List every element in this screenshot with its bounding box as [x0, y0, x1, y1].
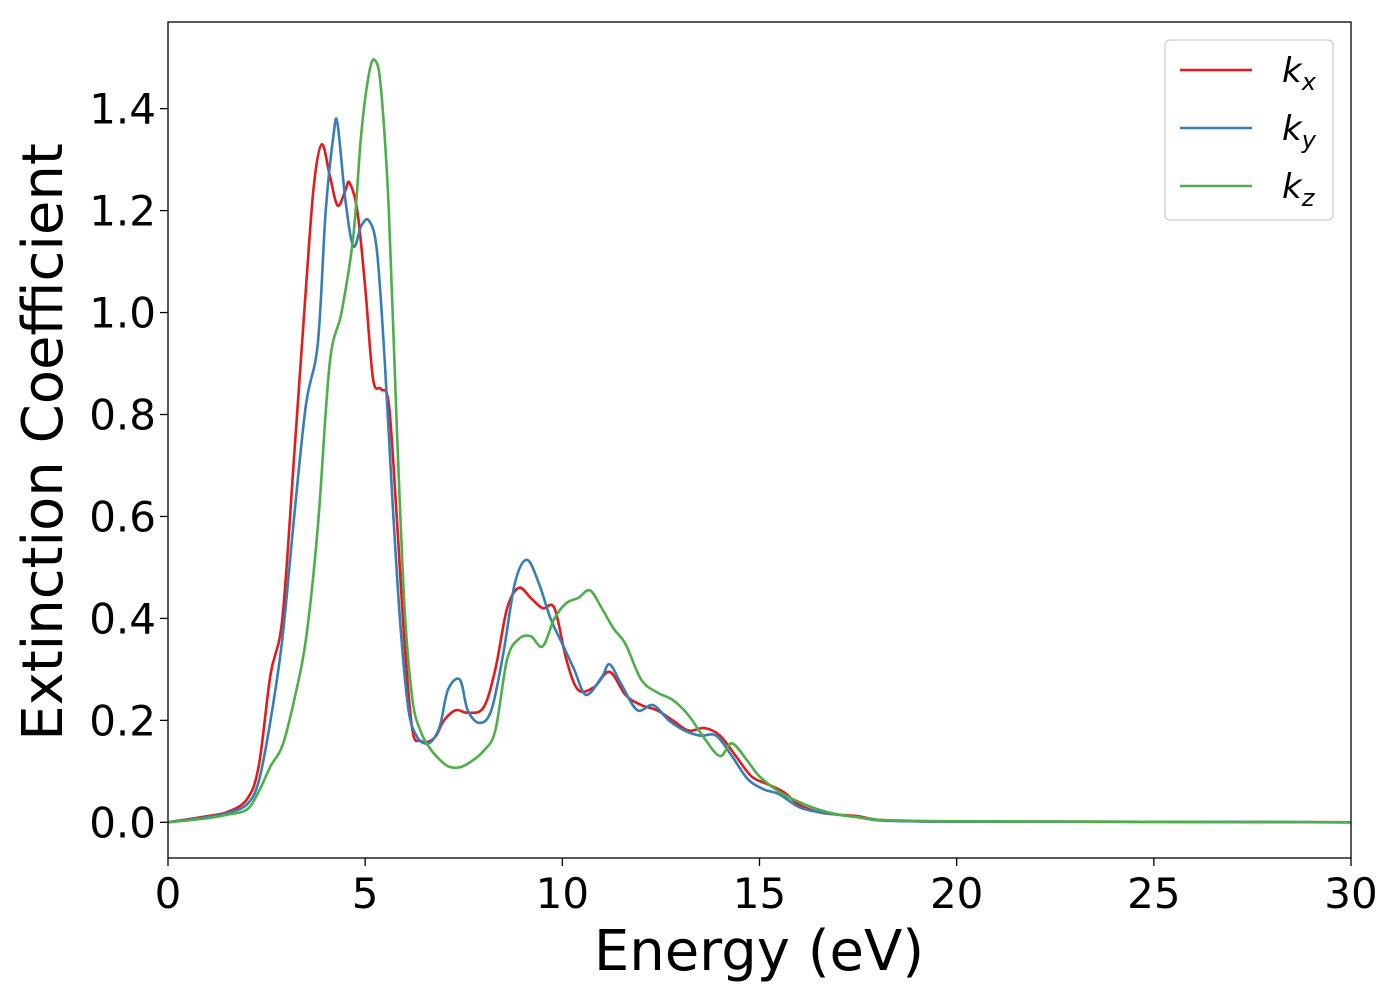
- plot-frame: [167, 21, 1352, 859]
- y-tick-label: 1.0: [89, 289, 156, 338]
- series-line-kz: [168, 58, 1351, 824]
- y-axis-ticks: 0.0 0.2 0.4 0.6 0.8 1.0 1.2 1.4: [89, 85, 168, 847]
- x-tick-label: 15: [733, 869, 786, 918]
- y-tick-label: 0.4: [89, 594, 156, 643]
- y-tick-label: 0.0: [89, 798, 156, 847]
- x-tick-label: 10: [536, 869, 589, 918]
- y-axis-title: Extinction Coefficient: [11, 143, 76, 741]
- y-tick-label: 0.6: [89, 492, 156, 541]
- legend-label: kz: [1282, 167, 1316, 212]
- y-tick-label: 0.2: [89, 696, 156, 745]
- y-tick-label: 0.8: [89, 391, 156, 440]
- x-tick-label: 5: [352, 869, 379, 918]
- x-tick-label: 20: [930, 869, 983, 918]
- x-tick-label: 25: [1127, 869, 1180, 918]
- y-tick-label: 1.4: [89, 85, 156, 134]
- series-line-ky: [168, 117, 1351, 824]
- legend: kx ky kz: [1164, 39, 1334, 221]
- x-tick-label: 0: [155, 869, 182, 918]
- legend-label: kx: [1282, 51, 1317, 96]
- x-axis-title: Energy (eV): [594, 919, 924, 984]
- legend-box: [1164, 39, 1334, 221]
- series-line-kx: [168, 143, 1351, 824]
- x-axis-ticks: 0 5 10 15 20 25 30: [155, 858, 1378, 918]
- legend-label: ky: [1282, 109, 1317, 154]
- y-tick-label: 1.2: [89, 187, 156, 236]
- plot-area: [168, 58, 1351, 824]
- x-tick-label: 30: [1324, 869, 1377, 918]
